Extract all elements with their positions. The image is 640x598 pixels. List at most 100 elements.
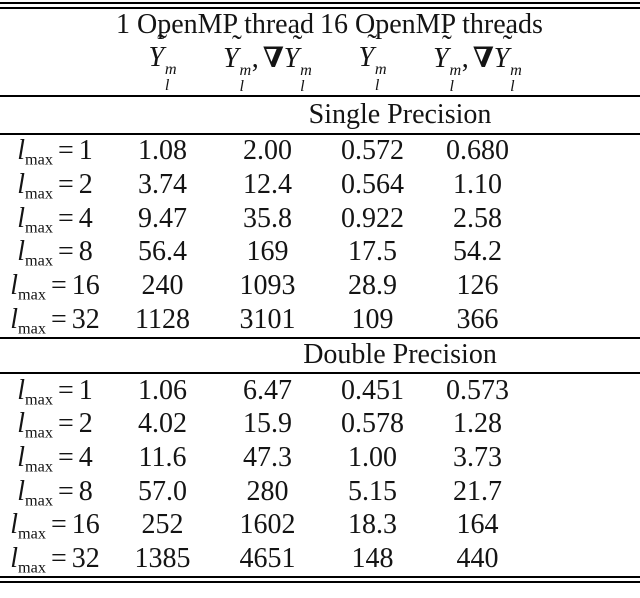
timing-value-cell: 1.06 (138, 374, 187, 406)
timing-value-cell: 0.578 (341, 408, 405, 440)
timing-value-cell: 440 (456, 542, 499, 574)
timing-value-cell: 5.15 (348, 475, 398, 507)
timing-value-cell: 148 (351, 542, 394, 574)
section-header-row: Double Precision (0, 336, 640, 374)
empty-filler-cell (530, 373, 640, 408)
timing-value-cell: 28.9 (348, 270, 398, 302)
timing-value-cell: 12.4 (243, 169, 292, 201)
timing-value-cell: 240 (141, 270, 184, 302)
row-label-lmax: lmax = 4 (17, 441, 93, 476)
table-row: lmax = 2 3.74 12.4 0.564 1.10 (0, 168, 640, 202)
table-row: lmax = 8 57.0 280 5.15 21.7 (0, 475, 640, 509)
timing-value-cell: 1.28 (453, 408, 503, 440)
timing-value-cell: 9.47 (138, 202, 187, 234)
timing-value-cell: 2.58 (453, 202, 503, 234)
empty-filler-cell (530, 134, 640, 169)
group-header-16-threads: 16 OpenMP threads (320, 9, 543, 40)
timing-value-cell: 3101 (239, 303, 296, 335)
empty-filler-cell (530, 41, 640, 96)
empty-filler-cell (530, 202, 640, 236)
empty-filler-cell (530, 441, 640, 475)
timing-value-cell: 0.451 (341, 374, 405, 406)
empty-filler-cell (530, 236, 640, 270)
group-header-1-thread: 1 OpenMP thread (115, 9, 315, 40)
empty-filler-cell (530, 9, 640, 41)
timing-value-cell: 18.3 (348, 509, 398, 541)
table-bottom-double-rule (0, 575, 640, 583)
empty-filler-cell (530, 269, 640, 303)
timing-value-cell: 169 (246, 236, 289, 268)
timing-value-cell: 3.74 (138, 169, 187, 201)
row-label-lmax: lmax = 8 (17, 236, 93, 271)
timing-value-cell: 1093 (239, 270, 296, 302)
row-label-lmax: lmax = 2 (17, 408, 93, 442)
row-label-lmax: lmax = 32 (10, 542, 100, 577)
timing-value-cell: 0.680 (446, 135, 510, 167)
timing-value-cell: 15.9 (243, 408, 292, 440)
timing-value-cell: 3.73 (453, 441, 503, 473)
timing-value-cell: 1385 (134, 542, 191, 574)
empty-corner-cell (0, 9, 110, 41)
row-label-lmax: lmax = 4 (17, 202, 93, 237)
column-group-header-row: 1 OpenMP thread 16 OpenMP threads (0, 9, 640, 41)
timing-value-cell: 280 (246, 475, 289, 507)
table-row: lmax = 4 9.47 35.8 0.922 2.58 (0, 202, 640, 236)
timing-value-cell: 252 (141, 509, 184, 541)
timing-value-cell: 1.10 (453, 169, 503, 201)
empty-filler-cell (530, 168, 640, 202)
row-label-lmax: lmax = 8 (17, 475, 93, 510)
timing-value-cell: 0.922 (341, 202, 405, 234)
nabla-icon: ∇ (472, 41, 494, 74)
row-label-lmax: lmax = 16 (10, 509, 100, 543)
timing-value-cell: 1602 (239, 509, 296, 541)
empty-corner-cell (0, 41, 110, 96)
table-row: lmax = 2 4.02 15.9 0.578 1.28 (0, 407, 640, 441)
timing-value-cell: 2.00 (243, 135, 292, 167)
timing-value-cell: 1128 (135, 303, 190, 335)
table-row: lmax = 1 1.08 2.00 0.572 0.680 (0, 134, 640, 169)
section-title: Double Precision (0, 336, 640, 374)
timing-value-cell: 35.8 (243, 202, 292, 234)
table-row: lmax = 1 1.06 6.47 0.451 0.573 (0, 373, 640, 408)
row-label-lmax: lmax = 16 (10, 270, 100, 304)
timing-value-cell: 47.3 (243, 441, 292, 473)
empty-filler-cell (530, 407, 640, 441)
table-row: lmax = 32 1385 4651 148 440 (0, 542, 640, 576)
timing-value-cell: 54.2 (453, 236, 503, 268)
table-row: lmax = 16 252 1602 18.3 164 (0, 508, 640, 542)
empty-filler-cell (530, 542, 640, 576)
table-row: lmax = 4 11.6 47.3 1.00 3.73 (0, 441, 640, 475)
timing-value-cell: 0.564 (341, 169, 405, 201)
timing-value-cell: 1.00 (348, 441, 398, 473)
timing-value-cell: 11.6 (138, 441, 187, 473)
timing-value-cell: 4.02 (138, 408, 187, 440)
timing-value-cell: 6.47 (243, 374, 292, 406)
table-top-double-rule (0, 2, 640, 9)
row-label-lmax: lmax = 1 (17, 135, 93, 170)
table-row: lmax = 8 56.4 169 17.5 54.2 (0, 236, 640, 270)
timing-value-cell: 0.572 (341, 135, 405, 167)
nabla-icon: ∇ (262, 41, 284, 74)
comma: , (251, 43, 259, 74)
comma: , (461, 43, 469, 74)
timing-value-cell: 0.573 (446, 374, 510, 406)
section-header-row: Single Precision (0, 94, 640, 135)
empty-filler-cell (530, 508, 640, 542)
timing-value-cell: 1.08 (138, 135, 187, 167)
section-title: Single Precision (0, 94, 640, 135)
timing-value-cell: 56.4 (138, 236, 187, 268)
table-row: lmax = 32 1128 3101 109 366 (0, 303, 640, 338)
row-label-lmax: lmax = 32 (10, 303, 100, 338)
timing-value-cell: 17.5 (348, 236, 398, 268)
empty-filler-cell (530, 475, 640, 509)
